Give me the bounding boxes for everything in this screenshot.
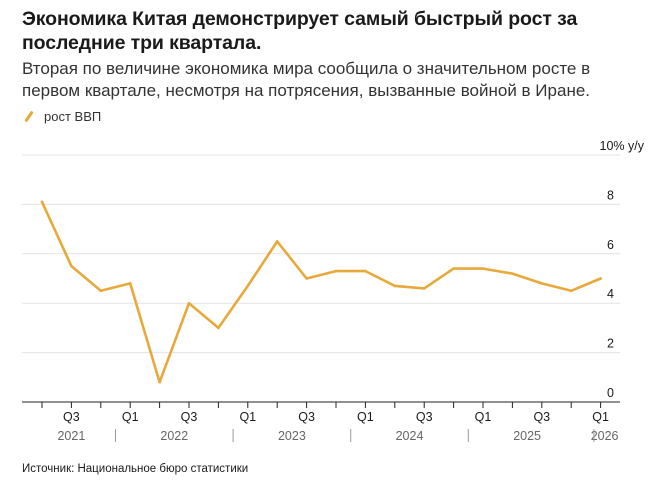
gdp-growth-line — [40, 200, 602, 384]
x-tick-label: Q1 — [122, 410, 139, 424]
data-point — [452, 267, 455, 270]
x-tick-label: Q1 — [239, 410, 256, 424]
data-point — [364, 269, 367, 273]
data-point — [422, 287, 426, 290]
chart-subtitle: Вторая по величине экономика мира сообщи… — [22, 59, 591, 100]
data-point — [481, 267, 485, 270]
x-tick-label: Q3 — [181, 410, 198, 424]
data-point — [217, 326, 220, 330]
legend: рост ВВП — [22, 109, 101, 124]
data-point — [99, 289, 103, 293]
data-point — [246, 284, 250, 288]
data-point — [393, 284, 397, 288]
axis-labels: 0 2 4 6 8 10% y/y Q3 Q1 Q3 Q1 Q3 Q1 Q3 Q1 Q3 Q1 2021 2022… — [57, 139, 644, 443]
gridlines — [22, 154, 620, 354]
x-year-label: 2024 — [396, 429, 424, 443]
data-point — [305, 277, 308, 280]
y-tick-label: 0 — [607, 386, 614, 400]
x-year-label: 2021 — [57, 429, 85, 443]
x-tick-label: Q1 — [475, 410, 492, 424]
y-tick-label: 8 — [607, 188, 614, 202]
line-chart: 0 2 4 6 8 10% y/y Q3 Q1 Q3 Q1 Q3 Q1 Q3 Q1 Q3 Q1 2021 2022… — [22, 139, 645, 443]
data-point — [128, 282, 132, 285]
x-year-label: 2026 — [591, 429, 619, 443]
data-point — [187, 301, 191, 305]
x-tick-label: Q3 — [63, 410, 80, 424]
x-axis — [22, 401, 620, 408]
data-point — [569, 289, 573, 293]
y-tick-label: 4 — [607, 287, 614, 301]
data-point — [540, 282, 544, 285]
data-point — [599, 277, 602, 280]
data-point — [511, 272, 514, 275]
x-tick-label: Q1 — [357, 410, 374, 424]
data-point — [275, 240, 279, 243]
legend-line-icon — [24, 110, 34, 123]
x-tick-label: Q3 — [533, 410, 550, 424]
chart-title: Экономика Китая демонстрирует самый быст… — [22, 8, 578, 54]
y-tick-label: 2 — [607, 337, 614, 351]
data-point — [158, 380, 161, 384]
x-tick-label: Q1 — [592, 410, 609, 424]
data-point — [40, 200, 44, 204]
x-year-label: 2023 — [278, 429, 306, 443]
source-note: Источник: Национальное бюро статистики — [22, 463, 249, 475]
x-year-label: 2022 — [160, 429, 188, 443]
x-year-label: 2025 — [513, 429, 541, 443]
x-tick-label: Q3 — [416, 410, 433, 424]
y-tick-label: 6 — [607, 238, 614, 252]
data-point — [70, 264, 73, 268]
x-tick-label: Q3 — [298, 410, 315, 424]
y-unit-label: 10% y/y — [600, 139, 645, 153]
legend-label: рост ВВП — [44, 109, 102, 124]
series-layer — [40, 200, 602, 384]
data-point — [334, 269, 338, 273]
